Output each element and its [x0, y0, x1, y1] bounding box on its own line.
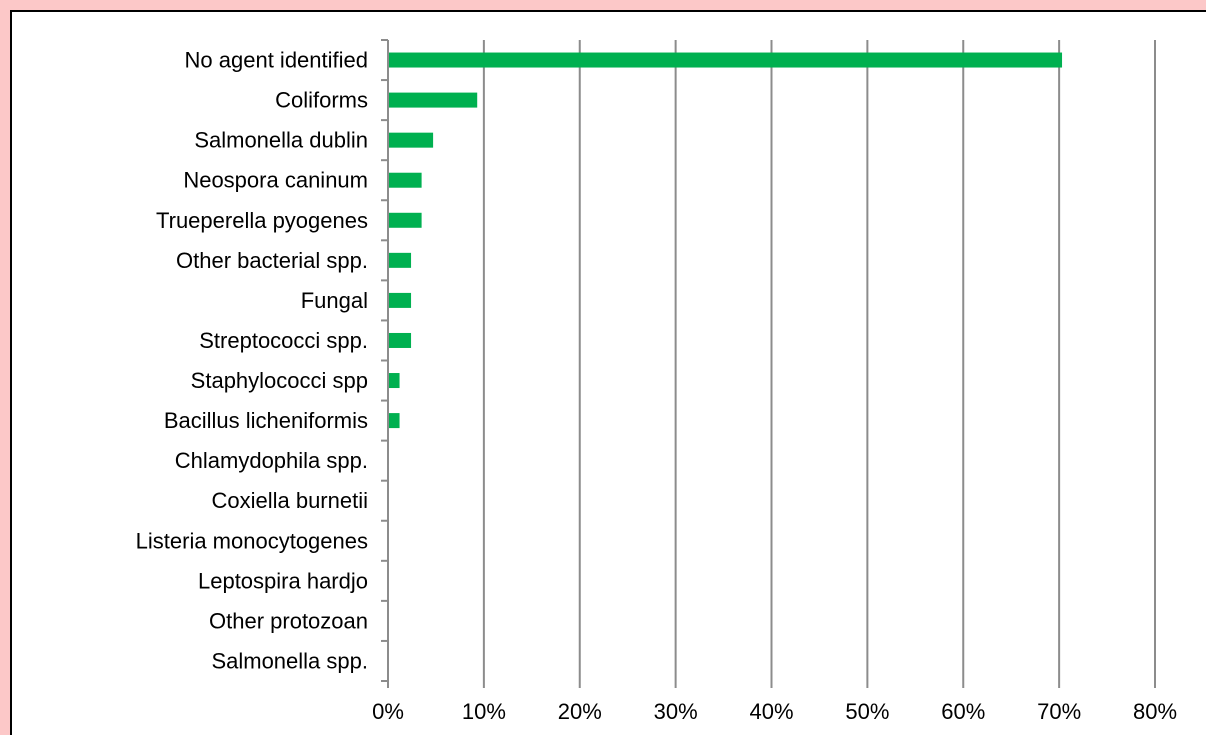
x-tick-label-60: 60%: [941, 699, 985, 724]
category-label-bacillus-licheniformis: Bacillus licheniformis: [164, 408, 368, 433]
category-label-trueperella-pyogenes: Trueperella pyogenes: [156, 208, 368, 233]
bar-salmonella-dublin: [389, 132, 434, 148]
bar-streptococci-spp: [389, 332, 412, 348]
category-label-other-bacterial-spp: Other bacterial spp.: [176, 248, 368, 273]
category-label-chlamydophila-spp: Chlamydophila spp.: [175, 448, 368, 473]
category-labels: No agent identified Coliforms Salmonella d…: [136, 48, 368, 674]
bar-chart: No agent identified Coliforms Salmonella d…: [136, 39, 1177, 724]
bar-bacillus-licheniformis: [389, 413, 400, 429]
category-label-neospora-caninum: Neospora caninum: [183, 168, 368, 193]
bar-trueperella-pyogenes: [389, 212, 422, 228]
category-label-coxiella-burnetii: Coxiella burnetii: [211, 488, 368, 513]
x-tick-label-10: 10%: [462, 699, 506, 724]
x-tick-label-80: 80%: [1133, 699, 1177, 724]
x-tick-label-40: 40%: [749, 699, 793, 724]
category-label-staphylococci-spp: Staphylococci spp: [191, 368, 368, 393]
category-label-coliforms: Coliforms: [275, 88, 368, 113]
x-tick-labels: 0% 10% 20% 30% 40% 50% 60% 70% 80%: [372, 699, 1177, 724]
category-label-other-protozoan: Other protozoan: [209, 608, 368, 633]
x-tick-label-30: 30%: [654, 699, 698, 724]
x-tick-label-50: 50%: [845, 699, 889, 724]
category-label-leptospira-hardjo: Leptospira hardjo: [198, 568, 368, 593]
x-tick-label-70: 70%: [1037, 699, 1081, 724]
bar-other-bacterial-spp: [389, 252, 412, 268]
bar-coliforms: [389, 92, 478, 108]
category-label-salmonella-dublin: Salmonella dublin: [194, 128, 368, 153]
x-tick-label-20: 20%: [558, 699, 602, 724]
gridlines: [482, 40, 1156, 681]
bar-staphylococci-spp: [389, 373, 400, 389]
bar-no-agent-identified: [389, 52, 1063, 68]
bars: [389, 52, 1063, 429]
bar-neospora-caninum: [389, 172, 422, 188]
category-label-listeria-monocytogenes: Listeria monocytogenes: [136, 528, 368, 553]
category-label-no-agent-identified: No agent identified: [185, 48, 368, 73]
axes: [381, 39, 1156, 688]
category-label-salmonella-spp: Salmonella spp.: [211, 648, 368, 673]
category-label-streptococci-spp: Streptococci spp.: [199, 328, 368, 353]
chart-panel: No agent identified Coliforms Salmonella d…: [10, 10, 1206, 735]
x-tick-label-0: 0%: [372, 699, 404, 724]
category-label-fungal: Fungal: [301, 288, 368, 313]
bar-fungal: [389, 292, 412, 308]
